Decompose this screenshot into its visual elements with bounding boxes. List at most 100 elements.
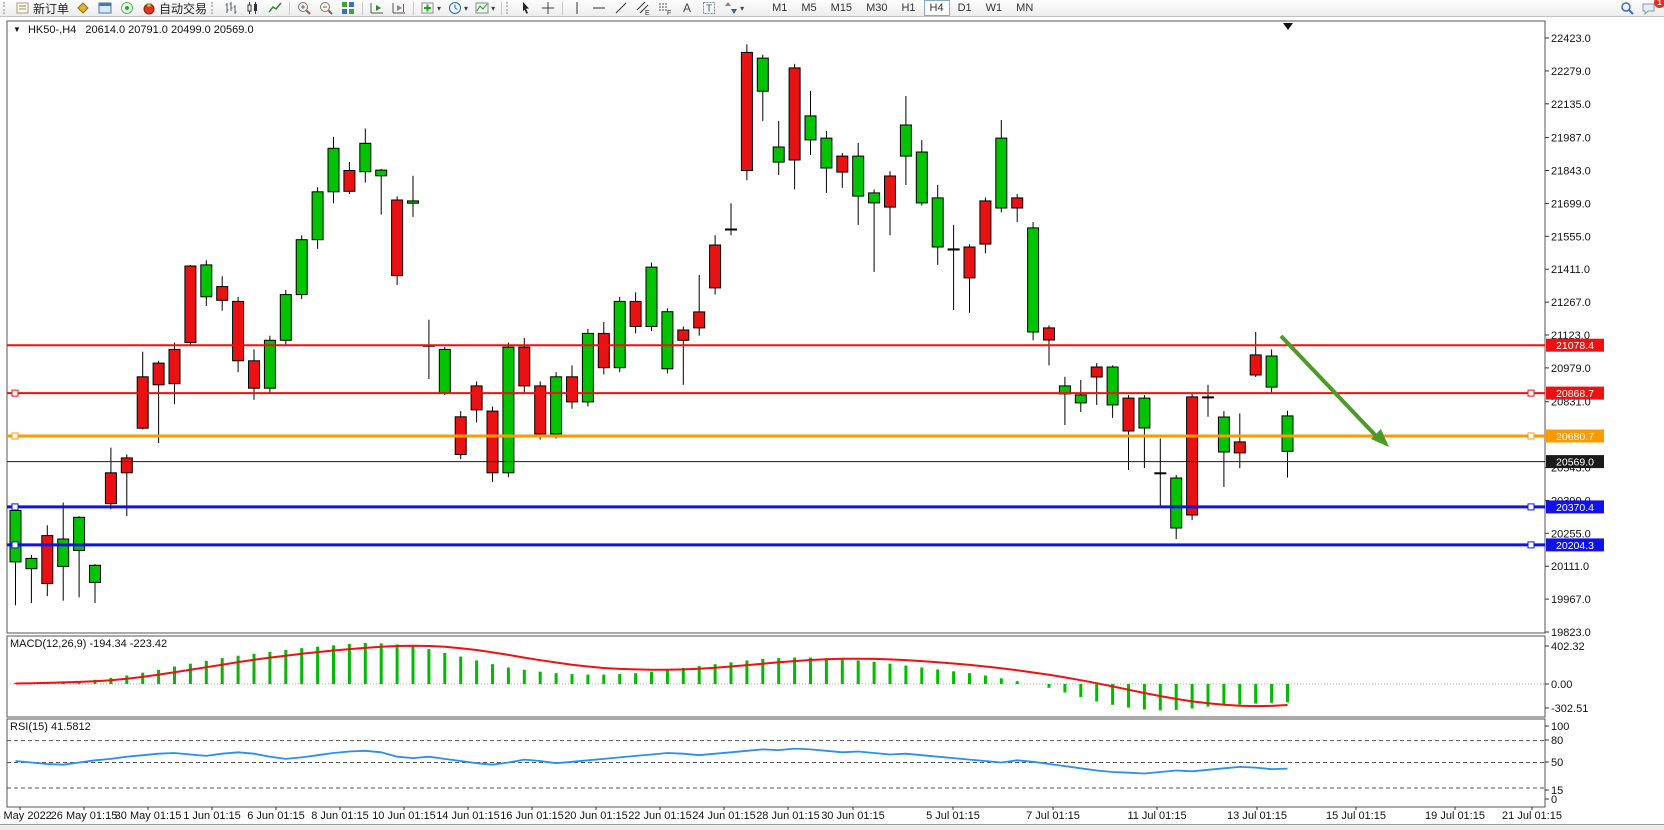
chart-ohlc-values: 20614.0 20791.0 20499.0 20569.0: [85, 24, 254, 36]
tf-button-H1[interactable]: H1: [901, 2, 916, 14]
window-bottom-edge: [0, 824, 1664, 830]
autotrading-button[interactable]: 自动交易: [138, 0, 210, 16]
time-axis-label: 14 Jun 01:15: [436, 810, 500, 822]
zoom-in-button[interactable]: [293, 0, 315, 16]
arrow-object[interactable]: [1279, 334, 1379, 439]
candle: [772, 146, 785, 163]
candle: [104, 472, 117, 505]
time-axis-label: 7 Jul 01:15: [1026, 810, 1080, 822]
chart-window: 22423.0 22279.0 22135.0 21987.0 21843.0 21699…: [0, 17, 1664, 830]
line-handle[interactable]: [1527, 389, 1535, 397]
price-tag-label: 20569.0: [1556, 457, 1594, 469]
tf-button-M30[interactable]: M30: [866, 2, 888, 14]
candle: [820, 137, 833, 169]
line-chart-button[interactable]: [264, 0, 286, 16]
channel-icon: E: [635, 0, 651, 17]
candle: [836, 155, 849, 173]
periods-button[interactable]: ▾: [444, 0, 471, 16]
candle: [57, 538, 70, 567]
macd-axis-label: 0.00: [1551, 679, 1572, 691]
rsi-pane: [6, 718, 1546, 808]
candle: [995, 137, 1008, 209]
label-icon: T: [701, 0, 717, 16]
clock-icon: [447, 0, 463, 16]
candle: [740, 51, 753, 171]
template-icon: [474, 0, 490, 16]
chart-shift-icon: [391, 0, 407, 16]
indicators-button[interactable]: ▾: [417, 0, 444, 16]
zoom-out-button[interactable]: [315, 0, 337, 16]
time-axis-label: 21 Jul 01:15: [1502, 810, 1562, 822]
profile-button[interactable]: [94, 0, 116, 16]
time-axis-label: 30 Jun 01:15: [821, 810, 885, 822]
shapes-button[interactable]: ▾: [720, 0, 747, 16]
candle: [725, 228, 737, 231]
candle: [597, 332, 610, 369]
line-handle[interactable]: [11, 432, 19, 440]
tf-button-MN[interactable]: MN: [1016, 2, 1034, 14]
tile-windows-button[interactable]: [337, 0, 359, 16]
time-axis-label: 6 Jun 01:15: [247, 810, 305, 822]
timeframe-group: M1 M5 M15 M30 H1 H4 D1 W1 MN: [765, 0, 1040, 16]
scroll-to-end-marker[interactable]: [1283, 23, 1293, 30]
tf-button-H4[interactable]: H4: [923, 0, 950, 16]
candle: [502, 346, 515, 474]
crosshair-button[interactable]: [537, 0, 559, 16]
time-axis-label: 1 Jun 01:15: [183, 810, 241, 822]
arrow-head[interactable]: [1371, 429, 1389, 447]
time-axis-label: 20 Jun 01:15: [564, 810, 628, 822]
line-handle[interactable]: [1527, 503, 1535, 511]
main-pane: [6, 20, 1546, 634]
line-handle[interactable]: [1527, 432, 1535, 440]
tf-button-D1[interactable]: D1: [957, 2, 972, 14]
horizontal-line-button[interactable]: [588, 0, 610, 16]
notification-badge: 1: [1654, 0, 1664, 8]
text-button[interactable]: A: [676, 0, 698, 16]
crosshair-icon: [540, 0, 556, 16]
price-tag: [1546, 500, 1604, 514]
chart-collapse-icon[interactable]: ▼: [13, 25, 21, 34]
chevron-down-icon: ▾: [437, 3, 442, 13]
search-button[interactable]: [1616, 0, 1638, 16]
candle: [1090, 366, 1103, 378]
candle: [581, 332, 594, 403]
bar-chart-button[interactable]: [220, 0, 242, 16]
line-handle[interactable]: [11, 389, 19, 397]
candle: [216, 286, 229, 301]
macd-indicator-label: MACD(12,26,9) -194.34 -223.42: [10, 638, 168, 650]
tf-button-M15[interactable]: M15: [830, 2, 853, 14]
diamond-icon: [75, 0, 91, 16]
candle: [534, 385, 547, 435]
tf-button-M5[interactable]: M5: [801, 2, 817, 14]
price-axis-label: 19823.0: [1551, 627, 1591, 639]
candle: [152, 362, 165, 386]
chart-shift-button[interactable]: [388, 0, 410, 16]
tf-button-M1[interactable]: M1: [772, 2, 788, 14]
candle: [1106, 366, 1119, 406]
signals-button[interactable]: [116, 0, 138, 16]
vertical-line-button[interactable]: [566, 0, 588, 16]
new-order-button[interactable]: 新订单: [12, 0, 72, 16]
line-handle[interactable]: [11, 541, 19, 549]
fibonacci-button[interactable]: F: [654, 0, 676, 17]
line-handle[interactable]: [1527, 541, 1535, 549]
templates-button[interactable]: ▾: [471, 0, 498, 16]
cursor-button[interactable]: [515, 0, 537, 16]
new-chart-button[interactable]: [72, 0, 94, 16]
text-label-button[interactable]: T: [698, 0, 720, 16]
candle: [915, 151, 928, 204]
trendline-button[interactable]: [610, 0, 632, 16]
line-handle[interactable]: [11, 503, 19, 511]
auto-scroll-button[interactable]: [366, 0, 388, 16]
price-tag: [1546, 338, 1604, 352]
chevron-down-icon: ▾: [464, 3, 469, 13]
chart-canvas[interactable]: 22423.0 22279.0 22135.0 21987.0 21843.0 21699…: [0, 17, 1664, 830]
notifications-button[interactable]: 1: [1638, 0, 1664, 16]
tf-button-W1[interactable]: W1: [985, 2, 1003, 14]
candlestick-chart-button[interactable]: [242, 0, 264, 16]
channel-button[interactable]: E: [632, 0, 654, 17]
candle: [327, 147, 340, 193]
time-axis-label: 11 Jul 01:15: [1127, 810, 1186, 822]
rsi-axis-label: 0: [1551, 794, 1557, 806]
